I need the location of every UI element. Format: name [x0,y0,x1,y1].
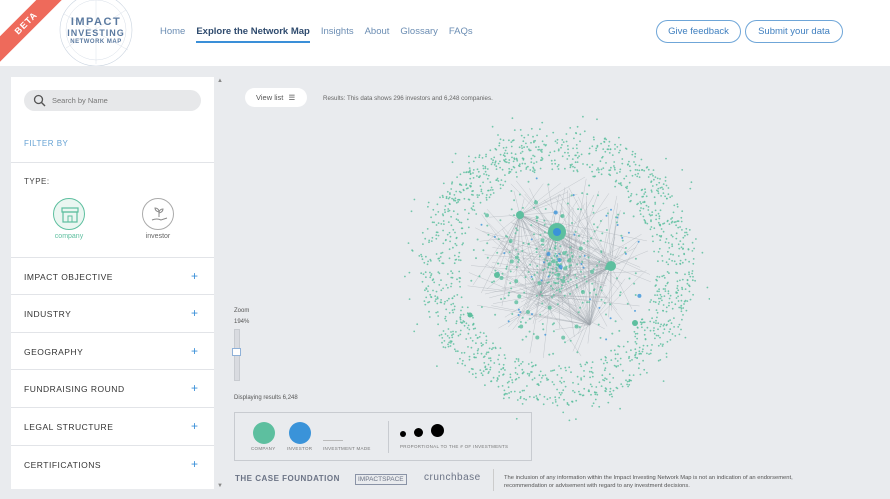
legend-proportional-label: PROPORTIONAL TO THE # OF INVESTMENTS [400,444,509,449]
results-summary: Results: This data shows 296 investors a… [323,95,493,102]
accordion-label: CERTIFICATIONS [24,460,102,470]
plus-icon: + [190,306,198,320]
legend-company-label: COMPANY [251,446,276,451]
legend-divider [388,421,389,453]
plus-icon: + [190,457,198,471]
submit-data-button[interactable]: Submit your data [745,20,843,43]
divider [11,162,214,163]
storefront-icon [61,207,79,223]
legend-investor-label: INVESTOR [287,446,313,451]
zoom-label: Zoom [234,308,250,314]
type-label: TYPE: [24,177,50,186]
plus-icon: + [190,344,198,358]
logo-network-graphic [59,0,133,66]
type-investor-button[interactable] [142,198,174,230]
site-header: BETA IMPACT INVESTING NETWORK MAP Home E… [0,0,890,66]
scroll-up-arrow-icon[interactable]: ▲ [217,78,223,84]
filter-sidebar: Search by Name FILTER BY TYPE: company i… [11,77,214,489]
displaying-count: Displaying results 6,248 [234,395,298,401]
logo-line-2: INVESTING [67,28,125,38]
plus-icon: + [190,381,198,395]
type-investor-label: investor [145,233,171,240]
type-company-label: company [54,233,84,240]
legend-size-medium [414,428,423,437]
main-nav: Home Explore the Network Map Insights Ab… [160,26,484,43]
network-graph [404,115,710,422]
legend-size-small [400,431,406,437]
legend-investor-swatch [289,422,311,444]
accordion-label: INDUSTRY [24,309,72,319]
accordion-industry[interactable]: INDUSTRY + [11,294,214,331]
logo-line-1: IMPACT [70,16,122,28]
legend-company-swatch [253,422,275,444]
accordion-geography[interactable]: GEOGRAPHY + [11,332,214,369]
disclaimer-text: The inclusion of any information within … [504,475,793,489]
legend-investment-label: INVESTMENT MADE [323,446,371,451]
zoom-slider-handle[interactable] [232,348,241,356]
nav-explore[interactable]: Explore the Network Map [196,26,310,43]
accordion-label: LEGAL STRUCTURE [24,422,114,432]
search-input[interactable]: Search by Name [24,90,201,111]
give-feedback-button[interactable]: Give feedback [656,20,741,43]
footer-divider [493,469,494,491]
view-list-button[interactable]: View list ☰ [245,88,307,107]
list-icon: ☰ [288,93,296,102]
filter-by-heading: FILTER BY [24,139,69,148]
crunchbase-logo[interactable]: crunchbase [424,472,481,483]
impactspace-logo[interactable]: IMPACTSPACE [355,474,407,485]
plus-icon: + [190,419,198,433]
plant-hand-icon [151,207,168,221]
accordion-certifications[interactable]: CERTIFICATIONS + [11,445,214,482]
zoom-value: 194% [234,319,250,325]
logo-line-3: NETWORK MAP [70,39,122,45]
case-foundation-logo[interactable]: THE CASE FOUNDATION [235,474,340,483]
accordion-label: IMPACT OBJECTIVE [24,272,113,282]
accordion-fundraising-round[interactable]: FUNDRAISING ROUND + [11,369,214,406]
accordion-label: FUNDRAISING ROUND [24,384,125,394]
legend-size-large [431,424,444,437]
nav-glossary[interactable]: Glossary [400,26,438,37]
accordion-legal-structure[interactable]: LEGAL STRUCTURE + [11,407,214,444]
nav-home[interactable]: Home [160,26,186,37]
nav-about[interactable]: About [364,26,390,37]
search-icon [33,94,46,107]
view-list-label: View list [256,93,284,102]
nav-faqs[interactable]: FAQs [448,26,473,37]
site-logo[interactable]: IMPACT INVESTING NETWORK MAP [52,0,140,66]
accordion-label: GEOGRAPHY [24,347,84,357]
scroll-down-arrow-icon[interactable]: ▼ [217,483,223,489]
type-company-button[interactable] [53,198,85,230]
map-legend: COMPANY INVESTOR INVESTMENT MADE PROPORT… [234,412,532,461]
search-placeholder: Search by Name [52,96,108,105]
nav-insights[interactable]: Insights [320,26,354,37]
plus-icon: + [190,269,198,283]
network-map-canvas[interactable] [380,115,710,425]
legend-investment-line [323,440,343,441]
accordion-impact-objective[interactable]: IMPACT OBJECTIVE + [11,257,214,294]
